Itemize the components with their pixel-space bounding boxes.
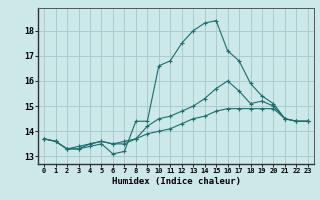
X-axis label: Humidex (Indice chaleur): Humidex (Indice chaleur) [111,177,241,186]
